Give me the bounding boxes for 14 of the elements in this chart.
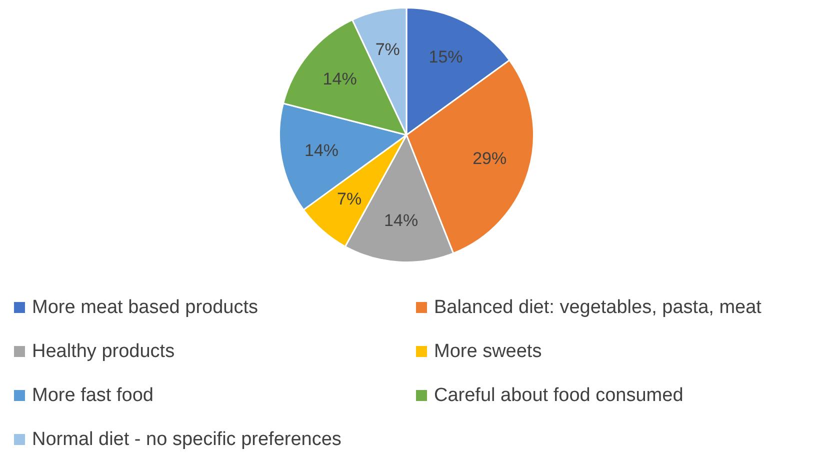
legend-label: Healthy products <box>32 340 175 362</box>
legend-label: Careful about food consumed <box>434 384 684 406</box>
data-label: 14% <box>384 211 418 230</box>
data-label: 15% <box>428 48 463 67</box>
data-label: 7% <box>375 40 400 60</box>
data-label: 29% <box>472 148 507 168</box>
data-label: 14% <box>304 140 339 160</box>
data-label: 14% <box>322 70 357 89</box>
legend-label: Normal diet - no specific preferences <box>32 428 342 450</box>
data-label: 7% <box>336 190 362 209</box>
legend-label: More sweets <box>434 340 542 362</box>
legend-label: More meat based products <box>32 296 258 318</box>
legend-label: More fast food <box>32 384 154 406</box>
legend-label: Balanced diet: vegetables, pasta, meat <box>434 296 762 318</box>
